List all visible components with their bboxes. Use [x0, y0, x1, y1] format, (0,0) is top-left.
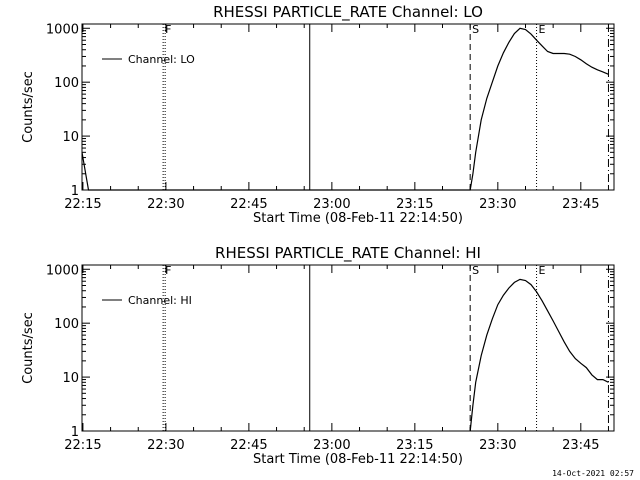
x-tick-label: 22:15: [64, 197, 101, 212]
x-tick-label: 23:30: [479, 197, 516, 212]
chart-title: RHESSI PARTICLE_RATE Channel: LO: [213, 3, 483, 22]
plot-timestamp: 14-Oct-2021 02:57: [552, 469, 634, 478]
chart-panel-1: RHESSI PARTICLE_RATE Channel: LO 1 10 100 10…: [21, 3, 615, 226]
y-tick-label: 1: [71, 184, 79, 199]
y-tick-label: 10: [62, 371, 79, 386]
x-axis-label: Start Time (08-Feb-11 22:14:50): [253, 211, 463, 226]
x-tick-label: 23:45: [562, 438, 599, 453]
y-tick-label: 1: [71, 425, 79, 440]
x-tick-label: 23:45: [562, 197, 599, 212]
event-marker-label: S: [472, 23, 479, 36]
x-tick-label: 22:30: [147, 438, 184, 453]
x-tick-label: 22:45: [230, 438, 267, 453]
legend-label: Channel: LO: [128, 53, 195, 66]
event-marker-label: E: [539, 264, 546, 277]
x-tick-label: 22:45: [230, 197, 267, 212]
event-marker-label: S: [472, 264, 479, 277]
x-tick-label: 23:15: [396, 197, 433, 212]
y-tick-label: 10: [62, 130, 79, 145]
y-tick-label: 100: [54, 317, 79, 332]
series-line: [81, 27, 609, 191]
x-tick-label: 22:15: [64, 438, 101, 453]
legend-label: Channel: HI: [128, 294, 192, 307]
plot-frame: [81, 264, 615, 432]
x-tick-label: 23:15: [396, 438, 433, 453]
event-marker-label: F: [165, 264, 171, 277]
y-tick-label: 100: [54, 76, 79, 91]
x-axis-label: Start Time (08-Feb-11 22:14:50): [253, 452, 463, 467]
chart-panel-2: RHESSI PARTICLE_RATE Channel: HI 1 10 100 10…: [21, 244, 615, 467]
y-axis-label: Counts/sec: [21, 312, 36, 384]
chart-title: RHESSI PARTICLE_RATE Channel: HI: [215, 244, 481, 263]
y-tick-label: 1000: [46, 263, 79, 278]
y-tick-label: 1000: [46, 22, 79, 37]
x-tick-label: 22:30: [147, 197, 184, 212]
x-tick-label: 23:00: [313, 197, 350, 212]
x-tick-label: 23:00: [313, 438, 350, 453]
plot-frame: [81, 23, 615, 191]
y-axis-label: Counts/sec: [21, 71, 36, 143]
event-marker-label: E: [539, 23, 546, 36]
series-line: [469, 278, 609, 432]
x-tick-label: 23:30: [479, 438, 516, 453]
event-marker-label: F: [165, 23, 171, 36]
